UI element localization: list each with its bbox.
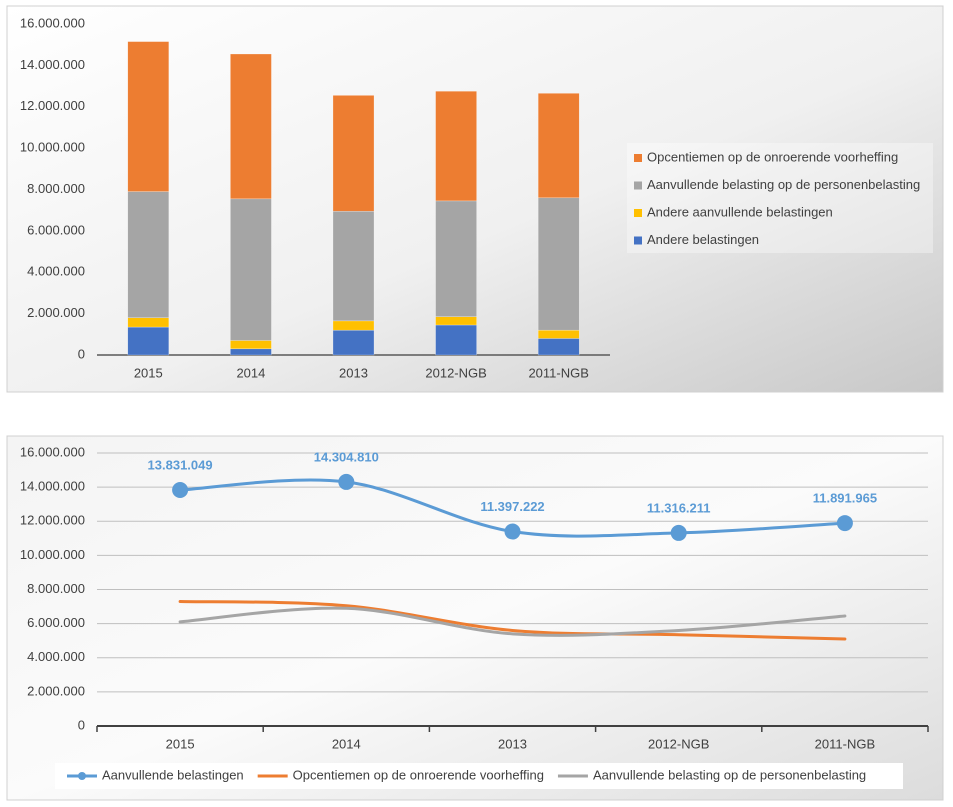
point-marker [172,482,189,499]
y-tick-label: 12.000.000 [20,513,85,528]
y-tick-label: 10.000.000 [20,140,85,155]
data-label: 11.397.222 [480,499,544,514]
legend-swatch [634,236,642,245]
y-tick-label: 16.000.000 [20,444,85,459]
bar-segment [537,329,580,339]
x-tick-label: 2014 [236,365,265,380]
bar-segment [332,329,375,356]
legend-swatch [634,154,642,162]
bar-segment [332,320,375,331]
bar-segment [230,53,272,200]
legend-label: Aanvullende belasting op de personenbela… [647,177,920,192]
y-tick-label: 0 [78,717,85,732]
point-marker [338,473,355,490]
line-chart: 0 2.000.000 4.000.000 6.000.000 8.000.000 10.… [20,444,929,789]
bar-segment [332,210,375,322]
legend-label: Andere belastingen [647,232,759,247]
x-tick-label: 2015 [134,365,163,380]
bar-segment [230,348,272,356]
legend-box [55,763,903,789]
y-tick-label: 4.000.000 [27,649,85,664]
legend-label: Opcentiemen op de onroerende voorheffing [293,767,544,782]
chart-panel [6,435,944,801]
bar-segment [127,317,170,328]
legend-label: Aanvullende belastingen [102,767,244,782]
x-tick-label: 2014 [332,736,361,751]
y-tick-label: 0 [78,346,85,361]
legend-box [627,143,933,253]
legend-label: Aanvullende belasting op de personenbela… [593,767,866,782]
series-line [178,606,847,637]
x-tick-label: 2011-NGB [528,365,588,380]
bar-segment [332,95,375,212]
y-tick-label: 2.000.000 [27,683,85,698]
x-tick-label: 2011-NGB [815,736,875,751]
y-tick-label: 12.000.000 [20,98,85,113]
x-tick-label: 2015 [166,736,195,751]
bar-segment [435,316,477,326]
y-tick-label: 14.000.000 [20,57,85,72]
data-label: 13.831.049 [148,457,213,472]
y-tick-label: 16.000.000 [20,15,85,30]
bar-segment [537,338,580,356]
bar-segment [435,200,477,317]
bar-segment [435,324,477,356]
bar-segment [537,93,580,199]
point-marker [670,524,687,541]
x-tick-label: 2012-NGB [425,365,486,380]
point-marker [504,523,521,540]
x-tick-label: 2013 [339,365,368,380]
x-tick-label: 2012-NGB [648,736,709,751]
data-label: 11.316.211 [647,500,711,515]
y-tick-label: 8.000.000 [27,181,85,196]
legend-swatch [634,181,642,190]
bar-segment [230,198,272,341]
bar-segment [230,340,272,350]
legend-label: Opcentiemen op de onroerende voorheffing [647,149,898,164]
x-tick-label: 2013 [498,736,527,751]
bar-segment [537,197,580,331]
y-tick-label: 8.000.000 [27,581,85,596]
data-label: 14.304.810 [314,449,379,464]
legend-swatch-marker [78,772,86,780]
y-tick-label: 6.000.000 [27,615,85,630]
bar-chart: 0 2.000.000 4.000.000 6.000.000 8.000.000 10.… [20,15,933,380]
legend-swatch [634,209,642,217]
series-line [178,599,847,641]
y-tick-label: 10.000.000 [20,547,85,562]
bar-segment [435,90,477,202]
y-tick-label: 2.000.000 [27,305,85,320]
data-label: 11.891.965 [813,491,877,506]
y-tick-label: 14.000.000 [20,479,85,494]
bar-segment [127,191,170,319]
bar-segment [127,41,170,192]
y-tick-label: 4.000.000 [27,264,85,279]
bar-segment [127,326,170,356]
legend-label: Andere aanvullende belastingen [647,204,833,219]
point-marker [836,515,853,532]
y-tick-label: 6.000.000 [27,222,85,237]
